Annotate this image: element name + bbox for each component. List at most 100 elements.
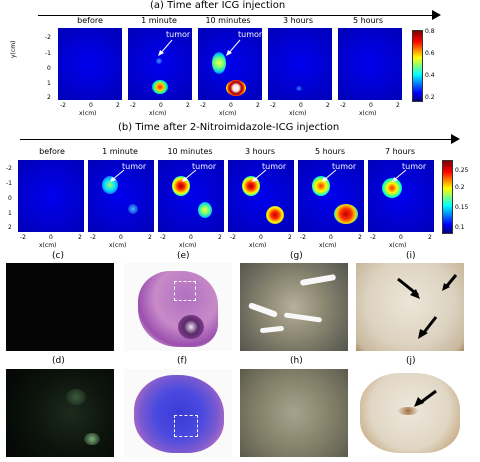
- row-b-cbar-tick: 0.2: [455, 184, 465, 191]
- row-a-label-before: before: [77, 16, 103, 25]
- row-a-xtick: 2: [326, 102, 330, 109]
- tumor-label: tumor: [238, 30, 262, 39]
- row-b-xtick: 2: [148, 234, 152, 241]
- marker-arrow-icon: [414, 389, 437, 407]
- row-b-cbar-tick: 0.15: [455, 204, 469, 211]
- row-a-xtick: -2: [130, 102, 136, 109]
- subfig-label-h: (h): [290, 356, 303, 366]
- row-b-title: (b) Time after 2-Nitroimidazole-ICG inje…: [118, 122, 340, 133]
- tumor-arrow-icon: [322, 169, 337, 182]
- subfig-label-j: (j): [406, 356, 416, 366]
- tissue-section: [134, 375, 224, 453]
- roi-box: [174, 415, 198, 437]
- row-a-label-10min: 10 minutes: [205, 16, 251, 25]
- row-b-time-arrow: [20, 139, 452, 140]
- marker-arrow-icon: [397, 277, 420, 299]
- row-b-xtick: 2: [428, 234, 432, 241]
- hotspot: [226, 80, 246, 96]
- row-b-label-3h: 3 hours: [244, 147, 276, 156]
- tissue-crack: [247, 302, 279, 318]
- row-b-panel-3h: tumor: [228, 160, 294, 232]
- row-a-label-3h: 3 hours: [282, 16, 314, 25]
- image-c-fluorescence: [6, 263, 114, 351]
- fluorescence-spot: [84, 433, 100, 445]
- row-a-panel-before: [58, 28, 122, 100]
- row-b-xlabel: x(cm): [109, 242, 127, 249]
- row-b-ytick: 1: [8, 210, 12, 217]
- row-a-arrowhead: [432, 10, 441, 20]
- subfig-label-i: (i): [406, 251, 416, 261]
- row-a-xlabel: x(cm): [359, 110, 377, 117]
- row-b-panel-1min: tumor: [88, 160, 154, 232]
- tumor-label: tumor: [402, 162, 427, 171]
- row-b-panel-before: [18, 160, 84, 232]
- row-b-xtick: 0: [189, 234, 193, 241]
- tumor-arrow-icon: [252, 169, 267, 182]
- row-a-xlabel: x(cm): [219, 110, 237, 117]
- hotspot: [198, 202, 212, 218]
- row-b-panel-5h: tumor: [298, 160, 364, 232]
- row-b-xtick: -2: [370, 234, 376, 241]
- roi-box: [174, 281, 196, 301]
- row-b-xlabel: x(cm): [319, 242, 337, 249]
- row-a-panel-3h: [268, 28, 332, 100]
- row-a-xtick: 2: [256, 102, 260, 109]
- row-b-ytick: 0: [8, 195, 12, 202]
- stain-spot: [398, 407, 418, 415]
- row-b-xtick: 2: [288, 234, 292, 241]
- tumor-label: tumor: [192, 162, 217, 171]
- row-b-xlabel: x(cm): [179, 242, 197, 249]
- row-a-label-1min: 1 minute: [141, 16, 177, 25]
- row-b-ytick: 2: [8, 224, 12, 231]
- image-i-stain: [356, 263, 464, 351]
- hotspot: [242, 176, 260, 196]
- marker-arrow-icon: [442, 274, 458, 291]
- row-a-cbar-tick: 0.2: [425, 94, 435, 101]
- row-a-panel-1min: tumor: [128, 28, 192, 100]
- row-a-panel-5h: [338, 28, 402, 100]
- tumor-label: tumor: [122, 162, 147, 171]
- row-b-xlabel: x(cm): [249, 242, 267, 249]
- row-a-label-5h: 5 hours: [352, 16, 384, 25]
- hotspot: [382, 178, 402, 198]
- hotspot: [296, 86, 302, 91]
- tumor-arrow-icon: [158, 39, 173, 56]
- row-a-ytick: -1: [45, 50, 51, 57]
- hotspot: [334, 204, 358, 224]
- row-a-xtick: -2: [340, 102, 346, 109]
- marker-arrow-icon: [418, 316, 438, 339]
- tumor-label: tumor: [166, 30, 191, 39]
- subfig-label-d: (d): [52, 356, 65, 366]
- row-b-cbar-tick: 0.25: [455, 167, 469, 174]
- row-b-xtick: 0: [49, 234, 53, 241]
- image-j-stain: [356, 369, 464, 457]
- tissue-crack: [283, 312, 323, 323]
- row-b-xtick: 0: [329, 234, 333, 241]
- image-f-histology: [124, 369, 232, 457]
- row-a-colorbar: [412, 30, 423, 102]
- tumor-arrow-icon: [392, 169, 407, 182]
- row-a-ytick: 2: [47, 94, 51, 101]
- row-a-xtick: 2: [396, 102, 400, 109]
- tumor-arrow-icon: [182, 169, 197, 182]
- row-a-xtick: 2: [116, 102, 120, 109]
- row-a-ylabel: y(cm): [10, 40, 17, 58]
- row-a-title: (a) Time after ICG injection: [150, 0, 286, 11]
- row-a-panel-10min: tumor: [198, 28, 262, 100]
- row-b-xlabel: x(cm): [389, 242, 407, 249]
- tissue-section: [138, 271, 218, 347]
- image-g-micrograph: [240, 263, 348, 351]
- row-b-label-1min: 1 minute: [102, 147, 138, 156]
- row-a-xtick: 0: [89, 102, 93, 109]
- row-b-xtick: 0: [259, 234, 263, 241]
- row-b-label-10min: 10 minutes: [167, 147, 213, 156]
- row-a-time-arrow: [38, 15, 433, 16]
- row-a-xtick: 0: [369, 102, 373, 109]
- row-b-xtick: 2: [358, 234, 362, 241]
- hotspot: [172, 176, 190, 196]
- tumor-arrow-icon: [226, 39, 241, 56]
- row-b-arrowhead: [451, 134, 460, 144]
- tumor-label: tumor: [332, 162, 357, 171]
- row-a-xlabel: x(cm): [289, 110, 307, 117]
- row-b-xtick: -2: [300, 234, 306, 241]
